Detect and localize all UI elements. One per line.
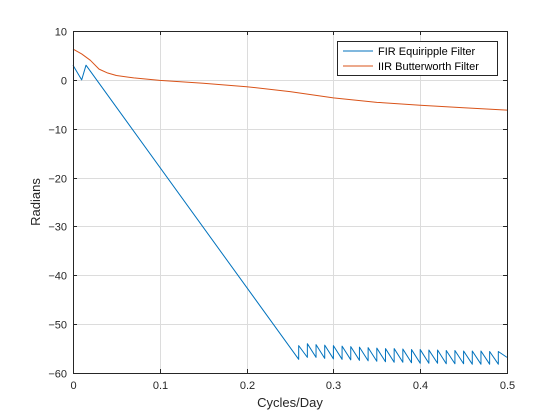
legend-box: [337, 41, 498, 76]
x-tick-label: 0.2: [240, 380, 255, 392]
legend: FIR Equiripple Filter IIR Butterworth Fil…: [337, 41, 498, 76]
series-line-1: [72, 48, 508, 111]
y-tick-label: −50: [48, 320, 67, 332]
legend-entry-1: IIR Butterworth Filter: [378, 61, 479, 73]
y-tick-label: −40: [48, 271, 67, 283]
series-line-0: [72, 64, 508, 365]
legend-entry-0: FIR Equiripple Filter: [378, 46, 476, 58]
series-layer: [72, 48, 508, 365]
x-tick-label: 0: [70, 380, 76, 392]
y-axis-label: Radians: [28, 178, 43, 226]
y-tick-label: −20: [48, 174, 67, 186]
y-tick-label: −30: [48, 222, 67, 234]
x-tick-label: 0.5: [500, 380, 515, 392]
x-tick-label: 0.3: [326, 380, 341, 392]
plot-area: [73, 31, 507, 373]
y-tick-label: 10: [55, 27, 67, 39]
y-tick-label: −60: [48, 369, 67, 381]
x-tick-label: 0.1: [153, 380, 168, 392]
x-tick-label: 0.4: [413, 380, 428, 392]
x-axis-label: Cycles/Day: [257, 395, 323, 410]
axes-box: [73, 31, 508, 374]
y-tick-label: −10: [48, 125, 67, 137]
y-tick-label: 0: [61, 76, 67, 88]
axis-ticks: 0 0.1 0.2 0.3 0.4 0.5 −60 −50 −40 −30 −20 −10 0 10: [48, 27, 515, 393]
